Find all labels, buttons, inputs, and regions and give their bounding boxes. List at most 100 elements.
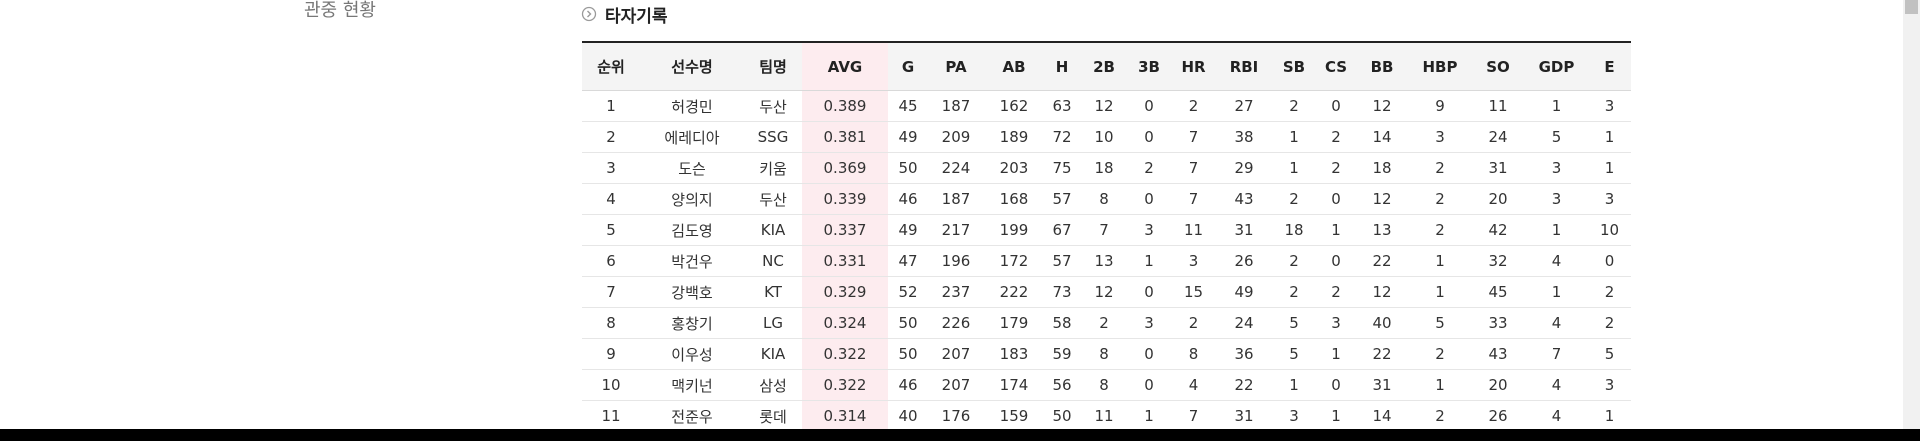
sidebar-item-attendance[interactable]: 관중 현황 xyxy=(304,0,376,21)
header-pa[interactable]: PA xyxy=(928,43,984,91)
cell-e: 5 xyxy=(1588,338,1631,370)
cell-rbi: 24 xyxy=(1217,307,1271,339)
cell-player-name[interactable]: 강백호 xyxy=(640,276,744,308)
table-row: 8 홍창기 LG 0.324 50 226 179 58 2 3 2 24 5 3 40 5 33 4 2 xyxy=(582,307,1631,339)
table-row: 5 김도영 KIA 0.337 49 217 199 67 7 3 11 31 18 1 13 2 42 1 10 xyxy=(582,214,1631,246)
table-row: 7 강백호 KT 0.329 52 237 222 73 12 0 15 49 2 2 12 1 45 1 2 xyxy=(582,276,1631,308)
cell-rank: 1 xyxy=(582,90,640,122)
cell-team-name: 두산 xyxy=(744,183,802,215)
cell-gdp: 3 xyxy=(1525,183,1588,215)
cell-g: 47 xyxy=(888,245,928,277)
cell-player-name[interactable]: 김도영 xyxy=(640,214,744,246)
cell-bb: 12 xyxy=(1355,276,1409,308)
cell-3b: 3 xyxy=(1128,307,1170,339)
header-3b[interactable]: 3B xyxy=(1128,43,1170,91)
cell-rbi: 22 xyxy=(1217,369,1271,401)
header-hbp[interactable]: HBP xyxy=(1409,43,1471,91)
header-cs[interactable]: CS xyxy=(1317,43,1355,91)
cell-hbp: 1 xyxy=(1409,245,1471,277)
cell-avg: 0.331 xyxy=(802,245,888,277)
cell-rbi: 27 xyxy=(1217,90,1271,122)
cell-player-name[interactable]: 홍창기 xyxy=(640,307,744,339)
header-avg[interactable]: AVG xyxy=(802,43,888,91)
cell-hr: 2 xyxy=(1170,307,1217,339)
table-row: 2 에레디아 SSG 0.381 49 209 189 72 10 0 7 38 1 2 14 3 24 5 1 xyxy=(582,121,1631,153)
cell-hr: 7 xyxy=(1170,152,1217,184)
cell-team-name: KIA xyxy=(744,338,802,370)
cell-3b: 0 xyxy=(1128,183,1170,215)
header-e[interactable]: E xyxy=(1588,43,1631,91)
cell-player-name[interactable]: 맥키넌 xyxy=(640,369,744,401)
cell-team-name: SSG xyxy=(744,121,802,153)
cell-hbp: 1 xyxy=(1409,276,1471,308)
cell-g: 49 xyxy=(888,214,928,246)
table-header-row: 순위 선수명 팀명 AVG G PA AB H 2B 3B HR RBI SB CS BB HBP SO GDP E xyxy=(582,43,1631,91)
header-gdp[interactable]: GDP xyxy=(1525,43,1588,91)
cell-hr: 15 xyxy=(1170,276,1217,308)
header-team-name: 팀명 xyxy=(744,43,802,91)
cell-rbi: 36 xyxy=(1217,338,1271,370)
cell-player-name[interactable]: 양의지 xyxy=(640,183,744,215)
cell-pa: 207 xyxy=(928,369,984,401)
cell-hbp: 2 xyxy=(1409,183,1471,215)
header-h[interactable]: H xyxy=(1044,43,1080,91)
cell-ab: 162 xyxy=(984,90,1044,122)
cell-rbi: 43 xyxy=(1217,183,1271,215)
header-so[interactable]: SO xyxy=(1471,43,1525,91)
header-g[interactable]: G xyxy=(888,43,928,91)
cell-gdp: 5 xyxy=(1525,121,1588,153)
cell-avg: 0.389 xyxy=(802,90,888,122)
cell-player-name[interactable]: 허경민 xyxy=(640,90,744,122)
cell-rbi: 38 xyxy=(1217,121,1271,153)
cell-g: 45 xyxy=(888,90,928,122)
header-2b[interactable]: 2B xyxy=(1080,43,1128,91)
cell-e: 1 xyxy=(1588,400,1631,432)
cell-2b: 12 xyxy=(1080,276,1128,308)
cell-avg: 0.337 xyxy=(802,214,888,246)
header-ab[interactable]: AB xyxy=(984,43,1044,91)
cell-avg: 0.324 xyxy=(802,307,888,339)
cell-bb: 14 xyxy=(1355,121,1409,153)
cell-team-name: LG xyxy=(744,307,802,339)
cell-cs: 1 xyxy=(1317,400,1355,432)
cell-rank: 5 xyxy=(582,214,640,246)
cell-ab: 183 xyxy=(984,338,1044,370)
cell-player-name[interactable]: 도슨 xyxy=(640,152,744,184)
scrollbar-thumb[interactable] xyxy=(1905,0,1918,14)
cell-player-name[interactable]: 박건우 xyxy=(640,245,744,277)
cell-cs: 0 xyxy=(1317,183,1355,215)
cell-rbi: 31 xyxy=(1217,214,1271,246)
cell-rbi: 29 xyxy=(1217,152,1271,184)
cell-ab: 203 xyxy=(984,152,1044,184)
header-hr[interactable]: HR xyxy=(1170,43,1217,91)
cell-pa: 217 xyxy=(928,214,984,246)
cell-3b: 0 xyxy=(1128,369,1170,401)
cell-cs: 2 xyxy=(1317,121,1355,153)
cell-3b: 0 xyxy=(1128,121,1170,153)
cell-g: 50 xyxy=(888,307,928,339)
cell-h: 50 xyxy=(1044,400,1080,432)
cell-hbp: 2 xyxy=(1409,400,1471,432)
cell-player-name[interactable]: 이우성 xyxy=(640,338,744,370)
cell-sb: 2 xyxy=(1271,276,1317,308)
cell-3b: 1 xyxy=(1128,245,1170,277)
cell-2b: 18 xyxy=(1080,152,1128,184)
vertical-scrollbar[interactable] xyxy=(1903,0,1920,441)
cell-2b: 10 xyxy=(1080,121,1128,153)
cell-rank: 9 xyxy=(582,338,640,370)
header-bb[interactable]: BB xyxy=(1355,43,1409,91)
cell-e: 3 xyxy=(1588,369,1631,401)
cell-gdp: 1 xyxy=(1525,214,1588,246)
cell-avg: 0.339 xyxy=(802,183,888,215)
cell-player-name[interactable]: 전준우 xyxy=(640,400,744,432)
cell-player-name[interactable]: 에레디아 xyxy=(640,121,744,153)
header-sb[interactable]: SB xyxy=(1271,43,1317,91)
cell-ab: 168 xyxy=(984,183,1044,215)
cell-team-name: KIA xyxy=(744,214,802,246)
cell-rbi: 26 xyxy=(1217,245,1271,277)
header-rbi[interactable]: RBI xyxy=(1217,43,1271,91)
cell-bb: 12 xyxy=(1355,90,1409,122)
cell-rank: 3 xyxy=(582,152,640,184)
cell-rbi: 31 xyxy=(1217,400,1271,432)
cell-hbp: 2 xyxy=(1409,214,1471,246)
